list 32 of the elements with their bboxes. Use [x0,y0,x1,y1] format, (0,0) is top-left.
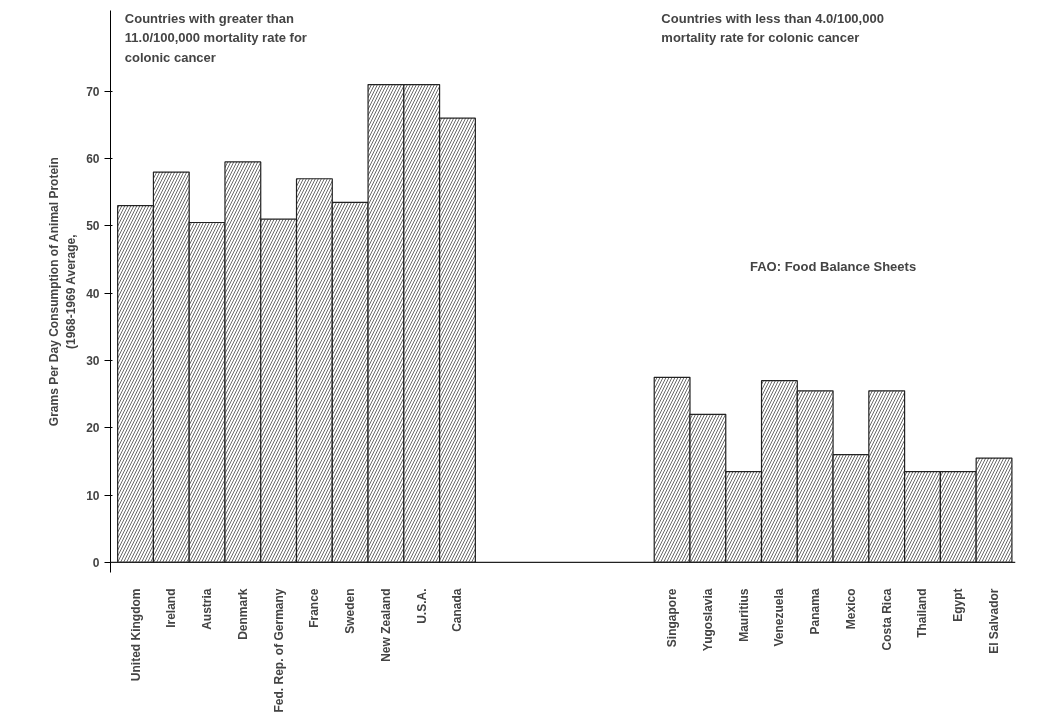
annotation: FAO: Food Balance Sheets [750,258,917,274]
x-tick-label: Mexico [843,588,858,630]
x-tick-label: Denmark [235,588,250,640]
x-tick-label: Canada [450,588,465,632]
y-tick-label: 50 [86,219,100,234]
x-tick-label: Venezuela [772,588,787,647]
x-tick-label: United Kingdom [128,588,143,682]
x-tick-label: New Zealand [378,588,393,662]
x-tick-label: Austria [200,588,215,630]
x-tick-label: Mauritius [736,588,751,642]
x-tick-label: Costa Rica [879,588,894,651]
x-tick-label: Singapore [665,588,680,648]
annotation: Countries with less than 4.0/100,000 mortality rate for colonic cancer [661,10,884,45]
x-tick-label: Thailand [915,588,930,638]
x-tick-label: Panama [808,588,823,635]
x-tick-label: Ireland [164,588,179,628]
y-tick-label: 10 [86,488,100,503]
x-tick-label: El Salvador [987,588,1002,654]
x-tick-label: Fed. Rep. of Germany [271,588,286,713]
x-tick-label: Egypt [951,588,966,622]
y-tick-label: 60 [86,152,100,167]
y-tick-label: 30 [86,353,100,368]
annotation: Countries with greater than 11.0/100,000 mortality rate for colonic cancer [124,10,307,65]
x-tick-label: France [307,588,322,628]
x-tick-label: Sweden [343,588,358,634]
y-tick-label: 40 [86,286,100,301]
x-tick-label: U.S.A. [414,588,429,624]
y-tick-label: 70 [86,84,100,99]
y-tick-label: 20 [86,421,100,436]
x-tick-label: Yugoslavia [700,588,715,652]
y-tick-label: 0 [92,555,100,570]
y-axis-title: Grams Per Day Consumption of Animal Protein (1968-1969 Average, [47,157,79,427]
